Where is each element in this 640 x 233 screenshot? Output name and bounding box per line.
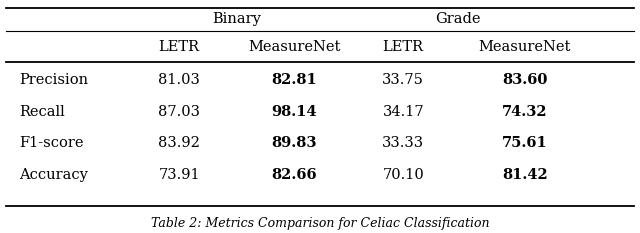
Text: 83.60: 83.60 — [502, 73, 547, 87]
Text: 81.42: 81.42 — [502, 168, 548, 182]
Text: LETR: LETR — [383, 40, 424, 54]
Text: F1-score: F1-score — [19, 136, 84, 150]
Text: 75.61: 75.61 — [502, 136, 548, 150]
Text: Recall: Recall — [19, 105, 65, 119]
Text: Precision: Precision — [19, 73, 88, 87]
Text: 81.03: 81.03 — [158, 73, 200, 87]
Text: 82.66: 82.66 — [271, 168, 317, 182]
Text: 83.92: 83.92 — [158, 136, 200, 150]
Text: 98.14: 98.14 — [271, 105, 317, 119]
Text: 33.75: 33.75 — [382, 73, 424, 87]
Text: 74.32: 74.32 — [502, 105, 548, 119]
Text: 82.81: 82.81 — [271, 73, 317, 87]
Text: Binary: Binary — [212, 12, 261, 26]
Text: 87.03: 87.03 — [158, 105, 200, 119]
Text: Table 2: Metrics Comparison for Celiac Classification: Table 2: Metrics Comparison for Celiac C… — [151, 217, 489, 230]
Text: MeasureNet: MeasureNet — [479, 40, 571, 54]
Text: Accuracy: Accuracy — [19, 168, 88, 182]
Text: 34.17: 34.17 — [382, 105, 424, 119]
Text: MeasureNet: MeasureNet — [248, 40, 340, 54]
Text: 70.10: 70.10 — [382, 168, 424, 182]
Text: LETR: LETR — [159, 40, 200, 54]
Text: 33.33: 33.33 — [382, 136, 424, 150]
Text: Grade: Grade — [435, 12, 481, 26]
Text: 89.83: 89.83 — [271, 136, 317, 150]
Text: 73.91: 73.91 — [158, 168, 200, 182]
